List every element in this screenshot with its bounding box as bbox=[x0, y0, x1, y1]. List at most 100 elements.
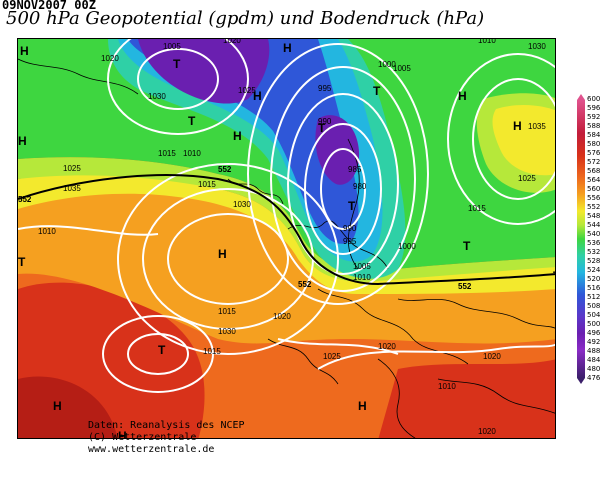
scale-label: 552 bbox=[587, 203, 601, 211]
isobar-label: 1020 bbox=[483, 352, 501, 361]
isobar-label: 1025 bbox=[323, 352, 341, 361]
low-pressure-marker: T bbox=[463, 239, 471, 253]
isobar-label: 995 bbox=[343, 237, 357, 246]
high-pressure-marker: H bbox=[358, 399, 367, 413]
field-lime-band bbox=[18, 157, 555, 282]
high-pressure-marker: H bbox=[458, 89, 467, 103]
isobar-label: 1015 bbox=[218, 307, 236, 316]
isobar-label: 1035 bbox=[528, 122, 546, 131]
scale-label: 504 bbox=[587, 311, 601, 319]
isobar-label: 1020 bbox=[273, 312, 291, 321]
isobar-label: 985 bbox=[348, 165, 362, 174]
isobar-label: 1015 bbox=[158, 149, 176, 158]
scale-label: 588 bbox=[587, 122, 601, 130]
field-orange-belt bbox=[18, 180, 555, 344]
scale-label: 592 bbox=[587, 113, 601, 121]
isobar-label: 1030 bbox=[528, 42, 546, 51]
low-pressure-marker: T bbox=[348, 199, 356, 213]
isobar-label: 1010 bbox=[438, 382, 456, 391]
isobar-label: 1015 bbox=[468, 204, 486, 213]
high-pressure-marker: H bbox=[53, 399, 62, 413]
isobar-label: 1030 bbox=[233, 200, 251, 209]
contour-552-label: 552 bbox=[458, 282, 472, 291]
scale-label: 508 bbox=[587, 302, 601, 310]
isobar-label: 1010 bbox=[38, 227, 56, 236]
high-pressure-marker: H bbox=[233, 129, 242, 143]
scale-bar bbox=[577, 100, 585, 378]
isobar-label: 1000 bbox=[378, 60, 396, 69]
low-pressure-marker: T bbox=[173, 57, 181, 71]
contour-552 bbox=[18, 174, 555, 286]
high-pressure-marker: H bbox=[20, 44, 29, 58]
isobar-label: 980 bbox=[353, 182, 367, 191]
high-pressure-marker: H bbox=[218, 247, 227, 261]
scale-label: 572 bbox=[587, 158, 601, 166]
scale-label: 596 bbox=[587, 104, 601, 112]
high-pressure-marker: H bbox=[118, 429, 127, 439]
low-pressure-marker: T bbox=[373, 84, 381, 98]
credits-data-source: Daten: Reanalysis des NCEP bbox=[88, 420, 245, 431]
scale-label: 484 bbox=[587, 356, 601, 364]
scale-label: 580 bbox=[587, 140, 601, 148]
isobar-label: 1025 bbox=[518, 174, 536, 183]
scale-label: 548 bbox=[587, 212, 601, 220]
weather-map: 1005 1020 1000 1020 1010 1030 995 1005 990 1035 98… bbox=[17, 38, 556, 439]
scale-label: 540 bbox=[587, 230, 601, 238]
datetime-label: 09NOV2007 00Z bbox=[2, 0, 96, 12]
credits-copyright: (C) Wetterzentrale bbox=[88, 432, 197, 443]
low-pressure-marker: T bbox=[18, 255, 26, 269]
contour-552-label: 552 bbox=[298, 280, 312, 289]
scale-label: 584 bbox=[587, 131, 601, 139]
isobar-label: 1025 bbox=[63, 164, 81, 173]
scale-label: 520 bbox=[587, 275, 601, 283]
isobar-label: 1035 bbox=[63, 184, 81, 193]
isobar-label: 1020 bbox=[223, 39, 241, 45]
scale-label: 480 bbox=[587, 365, 601, 373]
field-darkred-corner bbox=[18, 376, 118, 438]
chart-title: 500 hPa Geopotential (gpdm) und Bodendru… bbox=[6, 8, 485, 29]
field-yellow-band bbox=[18, 173, 555, 294]
isobar-label: 1010 bbox=[353, 273, 371, 282]
scale-label: 524 bbox=[587, 266, 601, 274]
high-pressure-marker: H bbox=[253, 89, 262, 103]
scale-label: 600 bbox=[587, 95, 601, 103]
scale-label: 492 bbox=[587, 338, 601, 346]
low-pressure-marker: T bbox=[553, 269, 555, 283]
contour-552-label: 552 bbox=[18, 195, 32, 204]
scale-cap-bottom bbox=[577, 378, 585, 384]
field-blue-trough bbox=[128, 39, 359, 244]
credits-url: www.wetterzentrale.de bbox=[88, 444, 215, 455]
isobar-label: 1005 bbox=[163, 42, 181, 51]
scale-label: 496 bbox=[587, 329, 601, 337]
scale-label: 564 bbox=[587, 176, 601, 184]
scale-label: 576 bbox=[587, 149, 601, 157]
low-pressure-marker: T bbox=[158, 343, 166, 357]
high-pressure-marker: H bbox=[283, 41, 292, 55]
color-scale: 600 596 592 588 584 580 576 572 568 564 560 556 552 5… bbox=[577, 94, 603, 386]
isobar-label: 1005 bbox=[353, 262, 371, 271]
scale-label: 544 bbox=[587, 221, 601, 229]
isobar-label: 1030 bbox=[218, 327, 236, 336]
scale-label: 556 bbox=[587, 194, 601, 202]
isobar-label: 1020 bbox=[101, 54, 119, 63]
credits: Daten: Reanalysis des NCEP (C) Wetterzen… bbox=[88, 420, 245, 456]
scale-label: 528 bbox=[587, 257, 601, 265]
isobar-label: 1000 bbox=[398, 242, 416, 251]
scale-label: 516 bbox=[587, 284, 601, 292]
field-yellow-northeast bbox=[492, 105, 555, 176]
isobar-label: 1015 bbox=[198, 180, 216, 189]
isobar-label: 1010 bbox=[478, 39, 496, 45]
low-pressure-marker: T bbox=[318, 121, 326, 135]
high-pressure-marker: H bbox=[18, 134, 27, 148]
scale-label: 476 bbox=[587, 374, 601, 382]
scale-label: 500 bbox=[587, 320, 601, 328]
isobar-label: 1020 bbox=[478, 427, 496, 436]
scale-label: 536 bbox=[587, 239, 601, 247]
isobar-labels: 1005 1020 1000 1020 1010 1030 995 1005 990 1035 98… bbox=[18, 39, 546, 436]
isobar-label: 990 bbox=[343, 224, 357, 233]
high-pressure-marker: H bbox=[513, 119, 522, 133]
isobar-label: 995 bbox=[318, 84, 332, 93]
scale-label: 568 bbox=[587, 167, 601, 175]
scale-label: 512 bbox=[587, 293, 601, 301]
scale-label: 488 bbox=[587, 347, 601, 355]
